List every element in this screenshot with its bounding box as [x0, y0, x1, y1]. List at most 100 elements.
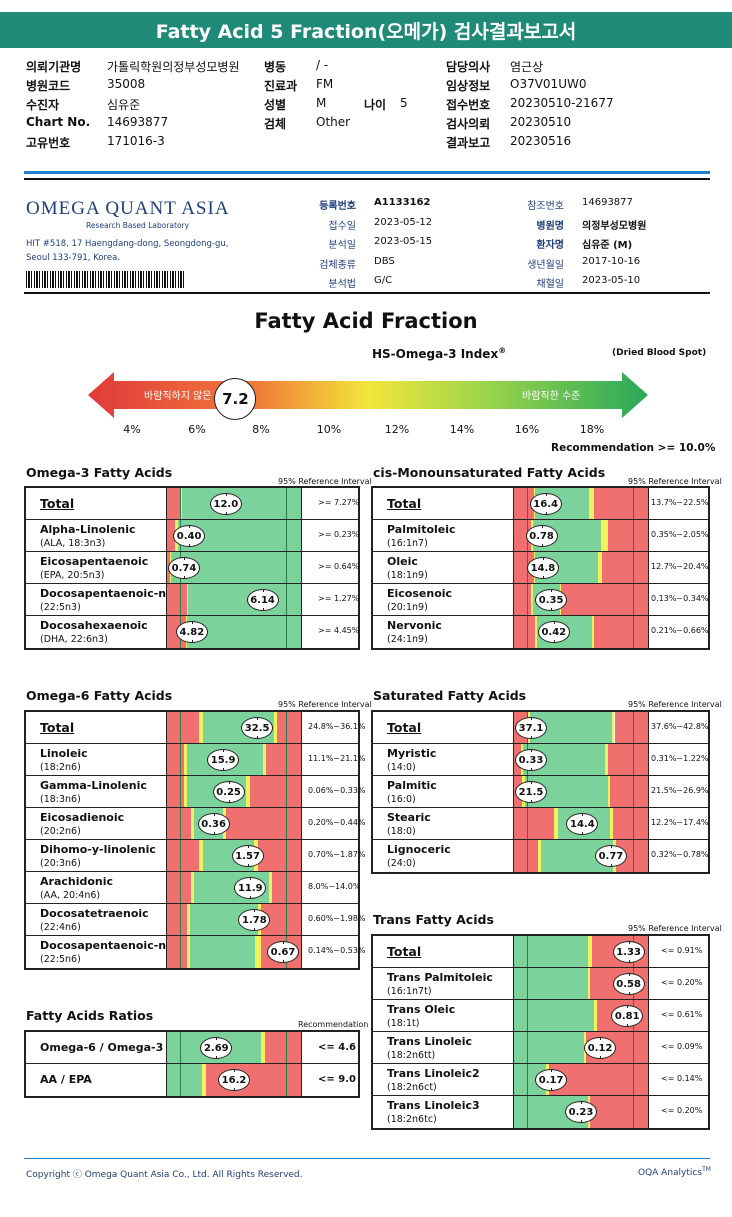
field-value: 가톨릭학원의정부성모병원 — [107, 60, 240, 74]
tick-label: 12% — [384, 423, 410, 436]
table-row: Nervonic (24:1n9) 0.42 0.21%~0.66% — [373, 616, 709, 648]
range-zone — [189, 936, 256, 968]
row-subtitle: (14:0) — [387, 762, 416, 773]
range-zone — [589, 488, 595, 519]
reference-interval: <= 0.20% — [661, 978, 703, 987]
table-row: Docosahexaenoic (DHA, 22:6n3) 4.82 >= 4.45% — [26, 616, 359, 648]
value-marker: 1.78 — [238, 909, 271, 931]
row-subtitle: (ALA, 18:3n3) — [40, 538, 106, 549]
grid-line — [633, 1096, 635, 1128]
section-header-note: 95% Reference Interval — [628, 477, 722, 486]
range-zone — [594, 616, 648, 648]
field-value: 5 — [400, 96, 408, 110]
range-zone — [514, 936, 588, 967]
section-title: cis-Monounsaturated Fatty Acids — [373, 465, 606, 480]
row-name: Total — [387, 496, 422, 511]
row-name: Docosapentaenoic-n3 — [40, 587, 174, 600]
field-label: Chart No. — [26, 115, 91, 129]
reference-interval: 24.8%~36.1% — [308, 722, 366, 731]
row-name: Trans Linoleic — [387, 1035, 473, 1048]
tick-label: 6% — [188, 423, 206, 436]
range-zone — [201, 1064, 206, 1096]
value-marker: 16.4 — [529, 493, 562, 515]
field-value: M — [316, 96, 327, 110]
lab-address-line2: Seoul 133-791, Korea. — [26, 253, 120, 263]
meta-label: 참조번호 — [527, 201, 564, 212]
table-row: Stearic (18:0) 14.4 12.2%~17.4% — [373, 808, 709, 840]
value-marker: 0.77 — [594, 845, 627, 867]
row-name: Docosahexaenoic — [40, 619, 148, 632]
recommendation: Recommendation >= 10.0% — [551, 442, 716, 454]
row-subtitle: (AA, 20:4n6) — [40, 890, 101, 901]
section-header-note: 95% Reference Interval — [628, 924, 722, 933]
table-row: Trans Linoleic2 (18:2n6ct) 0.17 <= 0.14% — [373, 1064, 708, 1096]
results-table: Total 12.0 >= 7.27% Alpha-Linolenic (ALA, 18… — [24, 486, 360, 650]
results-table: Total 37.1 37.6%~42.8% Myristic (14:0) 0.33 0.… — [371, 710, 710, 874]
row-name: Total — [387, 944, 422, 959]
range-zone — [167, 584, 188, 615]
value-marker: 14.8 — [526, 557, 559, 579]
footer-divider — [24, 1158, 710, 1159]
results-table: Total 1.33 <= 0.91% Trans Palmitoleic (16:1n… — [371, 934, 710, 1130]
row-subtitle: (EPA, 20:5n3) — [40, 570, 105, 581]
row-name: Docosatetraenoic — [40, 907, 149, 920]
range-zone — [607, 520, 648, 551]
range-zone — [610, 776, 648, 807]
value-marker: 0.78 — [525, 525, 558, 547]
row-subtitle: (16:0) — [387, 794, 416, 805]
value-marker: 2.69 — [200, 1037, 233, 1059]
meta-label: 분석법 — [328, 279, 356, 290]
value-marker: 0.12 — [584, 1037, 617, 1059]
reference-interval: 0.35%~2.05% — [651, 530, 709, 539]
range-zone — [514, 520, 532, 551]
range-zone — [274, 712, 277, 743]
reference-interval: 0.20%~0.44% — [308, 818, 366, 827]
meta-value: 2023-05-12 — [374, 216, 433, 228]
section-header-note: 95% Reference Interval — [278, 477, 372, 486]
row-name: Nervonic — [387, 619, 442, 632]
meta-value: 2017-10-16 — [582, 255, 641, 267]
range-zone — [255, 936, 261, 968]
grid-line — [633, 616, 635, 648]
tick-label: 14% — [449, 423, 475, 436]
grid-line — [286, 744, 288, 775]
table-row: Omega-6 / Omega-3 2.69 <= 4.6 — [26, 1032, 358, 1064]
range-bar — [166, 712, 302, 743]
table-row: Total 32.5 24.8%~36.1% — [26, 712, 366, 744]
range-zone — [514, 840, 539, 872]
grid-line — [633, 808, 635, 839]
row-name: Lignoceric — [387, 843, 451, 856]
range-zone — [514, 1032, 584, 1063]
value-marker: 0.25 — [212, 781, 245, 803]
field-value: 염근상 — [510, 60, 544, 74]
grid-line — [286, 872, 288, 903]
table-row: Total 12.0 >= 7.27% — [26, 488, 359, 520]
grid-line — [180, 712, 182, 743]
grid-line — [633, 584, 635, 615]
reference-interval: <= 4.6 — [318, 1042, 356, 1053]
range-zone — [187, 936, 190, 968]
range-zone — [610, 808, 614, 839]
range-zone — [191, 872, 194, 903]
grid-line — [180, 488, 182, 519]
table-row: Myristic (14:0) 0.33 0.31%~1.22% — [373, 744, 709, 776]
index-subtitle: HS-Omega-3 Index® — [372, 346, 507, 361]
table-row: Docosapentaenoic-n6 (22:5n6) 0.67 0.14%~0.5… — [26, 936, 366, 968]
row-name: Linoleic — [40, 747, 88, 760]
tick-label: 4% — [123, 423, 141, 436]
grid-line — [633, 840, 635, 872]
results-table: Omega-6 / Omega-3 2.69 <= 4.6 AA / EPA 16.2 <… — [24, 1030, 360, 1098]
grid-line — [527, 808, 529, 839]
range-bar — [166, 1032, 302, 1063]
range-zone — [167, 904, 188, 935]
section-title: Omega-6 Fatty Acids — [26, 688, 173, 703]
range-zone — [605, 744, 608, 775]
tick-label: 8% — [252, 423, 270, 436]
grid-line — [527, 1096, 529, 1128]
row-name: Eicosapentaenoic — [40, 555, 149, 568]
range-zone — [167, 872, 192, 903]
field-value: 심유준 — [107, 98, 141, 112]
value-marker: 0.42 — [537, 621, 570, 643]
row-subtitle: (22:5n6) — [40, 954, 81, 965]
row-name: Palmitic — [387, 779, 437, 792]
